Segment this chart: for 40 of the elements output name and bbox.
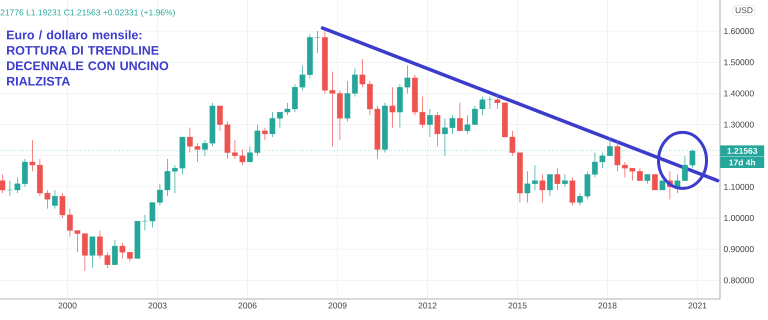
candlestick (90, 236, 96, 268)
y-tick-label: 1.60000 (724, 28, 754, 34)
candlestick (562, 174, 568, 188)
text: USD (736, 7, 753, 14)
x-tick-label: 2018 (598, 302, 617, 309)
x-tick-label: 2015 (508, 302, 527, 309)
candlestick (660, 180, 666, 190)
candlestick (390, 86, 396, 128)
y-tick-label: 0.80000 (724, 277, 754, 284)
ref-line-label: 1.21563 (727, 148, 758, 154)
text: 17d 4h (729, 159, 756, 166)
annotation: 21776 L1.19231 C1.21563 +0.02331 (+1.96%) (0, 9, 175, 18)
text: Euro / dollaro mensile: (7, 30, 142, 40)
candlestick (570, 177, 576, 206)
y-tick-label: 1.40000 (724, 90, 754, 96)
candlestick (0, 174, 6, 194)
x-tick-label: 2012 (418, 302, 436, 309)
candlestick (434, 112, 440, 147)
x-tick-label: 2021 (688, 302, 707, 309)
x-tick-label: 2003 (148, 302, 167, 309)
candlestick (547, 174, 553, 197)
candlestick (644, 174, 650, 184)
y-tick-label: 1.30000 (724, 122, 754, 128)
candlestick (652, 174, 658, 190)
y-tick-label: 1.10000 (724, 184, 754, 190)
text: ROTTURA DI TRENDLINE DECENNALE CON UNCINO RIALZISTA (7, 46, 168, 86)
candlestick (540, 174, 546, 203)
candlestick (112, 239, 118, 266)
candlestick (7, 180, 13, 197)
candlestick (262, 127, 268, 141)
candlestick (52, 190, 58, 210)
x-tick-label: 2000 (58, 302, 77, 309)
y-tick-label: 1.50000 (724, 59, 754, 66)
candlestick (554, 168, 560, 190)
y-tick-label: 1.00000 (724, 215, 754, 222)
x-tick-label: 2006 (238, 302, 257, 309)
x-tick-label: 2009 (328, 302, 347, 309)
candlestick (427, 108, 433, 138)
y-tick-label: 0.90000 (724, 246, 754, 252)
candlestick (457, 102, 463, 132)
